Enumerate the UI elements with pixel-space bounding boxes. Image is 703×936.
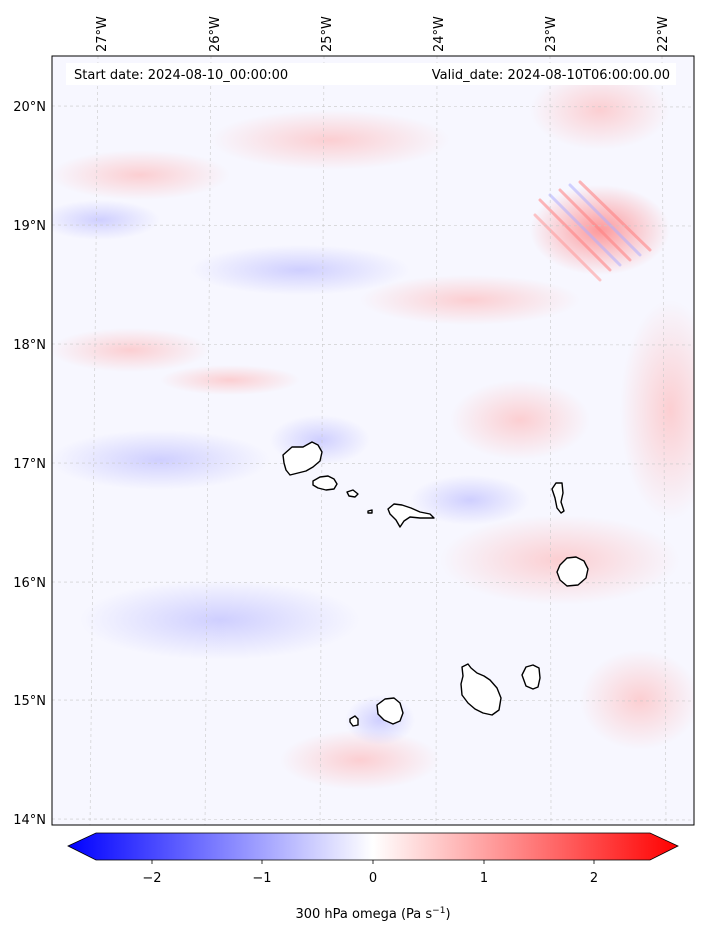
lat-labels: 20°N 19°N 18°N 17°N 16°N 15°N 14°N bbox=[13, 100, 46, 828]
colorbar-scale bbox=[67, 832, 679, 861]
lat-label: 20°N bbox=[13, 100, 46, 115]
lon-label: 27°W bbox=[95, 16, 110, 52]
colorbar-tick: 0 bbox=[369, 871, 377, 886]
island-fogo bbox=[376, 697, 404, 725]
island-sao-nicolau bbox=[387, 503, 435, 528]
lon-label: 22°W bbox=[656, 16, 671, 52]
colorbar-tick: 1 bbox=[480, 871, 488, 886]
lat-label: 14°N bbox=[13, 813, 46, 828]
gridlines bbox=[51, 55, 695, 826]
colorbar-tick: 2 bbox=[590, 871, 598, 886]
lat-label: 15°N bbox=[13, 694, 46, 709]
lat-label: 16°N bbox=[13, 576, 46, 591]
colorbar-tick: −1 bbox=[252, 871, 271, 886]
lat-label: 17°N bbox=[13, 457, 46, 472]
island-sao-vicente bbox=[312, 475, 338, 491]
island-santiago bbox=[460, 663, 502, 716]
colorbar: −2 −1 0 1 2 300 hPa omega (Pa s−1) bbox=[67, 832, 679, 922]
lon-label: 26°W bbox=[208, 16, 223, 52]
island-sal bbox=[551, 482, 565, 514]
info-box bbox=[66, 63, 676, 85]
valid-date-text: Valid_date: 2024-08-10T06:00:00.00 bbox=[432, 68, 670, 83]
colorbar-label: 300 hPa omega (Pa s−1) bbox=[295, 906, 450, 922]
start-date-text: Start date: 2024-08-10_00:00:00 bbox=[74, 68, 288, 83]
lat-label: 18°N bbox=[13, 338, 46, 353]
island-santo-antao bbox=[282, 441, 323, 476]
island-santa-luzia bbox=[346, 489, 359, 498]
lon-label: 24°W bbox=[432, 16, 447, 52]
lon-label: 23°W bbox=[544, 16, 559, 52]
map-frame bbox=[51, 55, 695, 826]
colorbar-tick: −2 bbox=[142, 871, 161, 886]
island-boa-vista bbox=[556, 556, 589, 587]
island-maio bbox=[521, 664, 541, 690]
lon-labels: 27°W 26°W 25°W 24°W 23°W 22°W bbox=[95, 16, 671, 52]
island-brava bbox=[349, 715, 359, 727]
lon-label: 25°W bbox=[320, 16, 335, 52]
coastlines bbox=[282, 441, 589, 727]
lat-label: 19°N bbox=[13, 219, 46, 234]
omega-field bbox=[52, 56, 694, 825]
island-branco bbox=[367, 509, 373, 514]
